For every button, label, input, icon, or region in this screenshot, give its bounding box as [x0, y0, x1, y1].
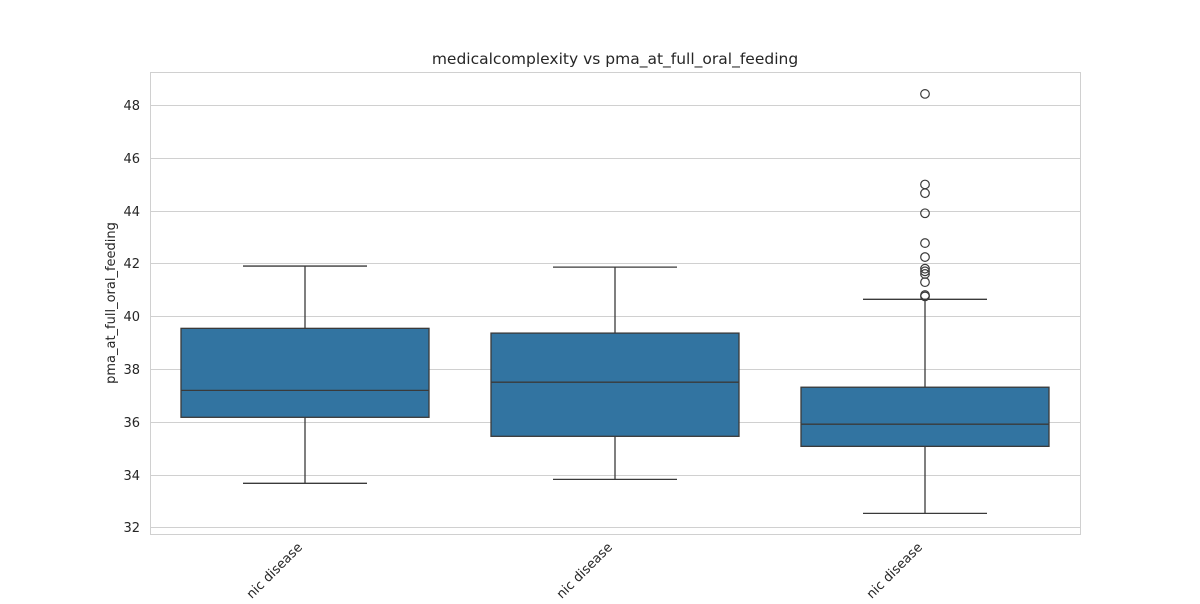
outlier-point	[920, 179, 930, 190]
outlier-point	[920, 266, 930, 277]
outlier-point	[920, 238, 930, 248]
y-tick-label: 36	[123, 416, 140, 431]
y-tick-label: 48	[123, 99, 140, 114]
y-tick-label: 42	[123, 257, 140, 272]
outlier-point	[920, 208, 930, 219]
outlier-point	[920, 277, 930, 288]
outlier-point	[920, 252, 930, 262]
box-group	[800, 89, 1050, 515]
y-tick-label: 44	[123, 205, 140, 220]
box	[800, 386, 1050, 448]
outlier-point	[920, 263, 930, 274]
x-tick-label: nic disease	[864, 540, 926, 600]
plot-frame	[150, 72, 1081, 535]
y-axis-label: pma_at_full_oral_feeding	[104, 222, 119, 384]
y-tick-label: 40	[123, 310, 140, 325]
outlier-point	[920, 291, 930, 302]
y-tick-label: 38	[123, 363, 140, 378]
outlier-point	[920, 188, 930, 199]
chart-title: medicalcomplexity vs pma_at_full_oral_fe…	[432, 50, 798, 69]
y-tick-label: 46	[123, 152, 140, 167]
box	[180, 327, 430, 418]
box-group	[180, 265, 430, 484]
box	[490, 332, 740, 437]
y-tick-label: 32	[123, 521, 140, 536]
y-tick-label: 34	[123, 469, 140, 484]
x-tick-label: nic disease	[554, 540, 616, 600]
outlier-point	[920, 89, 930, 99]
box-group	[490, 266, 740, 481]
x-tick-label: nic disease	[244, 540, 306, 600]
